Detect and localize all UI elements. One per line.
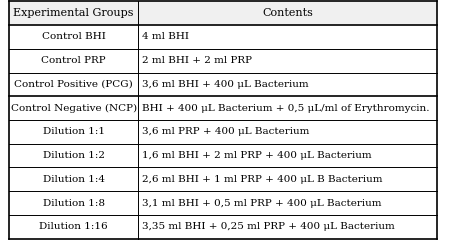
Text: 3,1 ml BHI + 0,5 ml PRP + 400 μL Bacterium: 3,1 ml BHI + 0,5 ml PRP + 400 μL Bacteri… [142, 198, 382, 208]
Text: Dilution 1:16: Dilution 1:16 [39, 222, 108, 231]
FancyBboxPatch shape [9, 144, 138, 168]
Text: 2 ml BHI + 2 ml PRP: 2 ml BHI + 2 ml PRP [142, 56, 252, 65]
Text: Control Negative (NCP): Control Negative (NCP) [10, 104, 137, 113]
FancyBboxPatch shape [138, 120, 437, 144]
FancyBboxPatch shape [9, 191, 138, 215]
FancyBboxPatch shape [9, 215, 138, 239]
FancyBboxPatch shape [9, 96, 138, 120]
Text: 3,6 ml PRP + 400 μL Bacterium: 3,6 ml PRP + 400 μL Bacterium [142, 127, 309, 136]
FancyBboxPatch shape [9, 1, 138, 25]
Text: BHI + 400 μL Bacterium + 0,5 μL/ml of Erythromycin.: BHI + 400 μL Bacterium + 0,5 μL/ml of Er… [142, 104, 429, 113]
Text: Dilution 1:4: Dilution 1:4 [43, 175, 105, 184]
FancyBboxPatch shape [9, 49, 138, 72]
FancyBboxPatch shape [9, 168, 138, 191]
Text: 1,6 ml BHI + 2 ml PRP + 400 μL Bacterium: 1,6 ml BHI + 2 ml PRP + 400 μL Bacterium [142, 151, 372, 160]
Text: Control BHI: Control BHI [42, 32, 105, 42]
FancyBboxPatch shape [138, 191, 437, 215]
Text: 3,35 ml BHI + 0,25 ml PRP + 400 μL Bacterium: 3,35 ml BHI + 0,25 ml PRP + 400 μL Bacte… [142, 222, 395, 231]
Text: Contents: Contents [262, 8, 313, 18]
FancyBboxPatch shape [138, 49, 437, 72]
FancyBboxPatch shape [138, 144, 437, 168]
Text: Dilution 1:8: Dilution 1:8 [43, 198, 105, 208]
Text: 4 ml BHI: 4 ml BHI [142, 32, 189, 42]
Text: 3,6 ml BHI + 400 μL Bacterium: 3,6 ml BHI + 400 μL Bacterium [142, 80, 309, 89]
Text: 2,6 ml BHI + 1 ml PRP + 400 μL B Bacterium: 2,6 ml BHI + 1 ml PRP + 400 μL B Bacteri… [142, 175, 383, 184]
FancyBboxPatch shape [138, 215, 437, 239]
FancyBboxPatch shape [138, 96, 437, 120]
FancyBboxPatch shape [138, 168, 437, 191]
FancyBboxPatch shape [9, 72, 138, 96]
FancyBboxPatch shape [138, 1, 437, 25]
FancyBboxPatch shape [9, 25, 138, 49]
FancyBboxPatch shape [138, 72, 437, 96]
FancyBboxPatch shape [138, 25, 437, 49]
Text: Dilution 1:1: Dilution 1:1 [43, 127, 105, 136]
Text: Control PRP: Control PRP [41, 56, 106, 65]
Text: Dilution 1:2: Dilution 1:2 [43, 151, 105, 160]
Text: Control Positive (PCG): Control Positive (PCG) [14, 80, 133, 89]
FancyBboxPatch shape [9, 120, 138, 144]
Text: Experimental Groups: Experimental Groups [13, 8, 134, 18]
